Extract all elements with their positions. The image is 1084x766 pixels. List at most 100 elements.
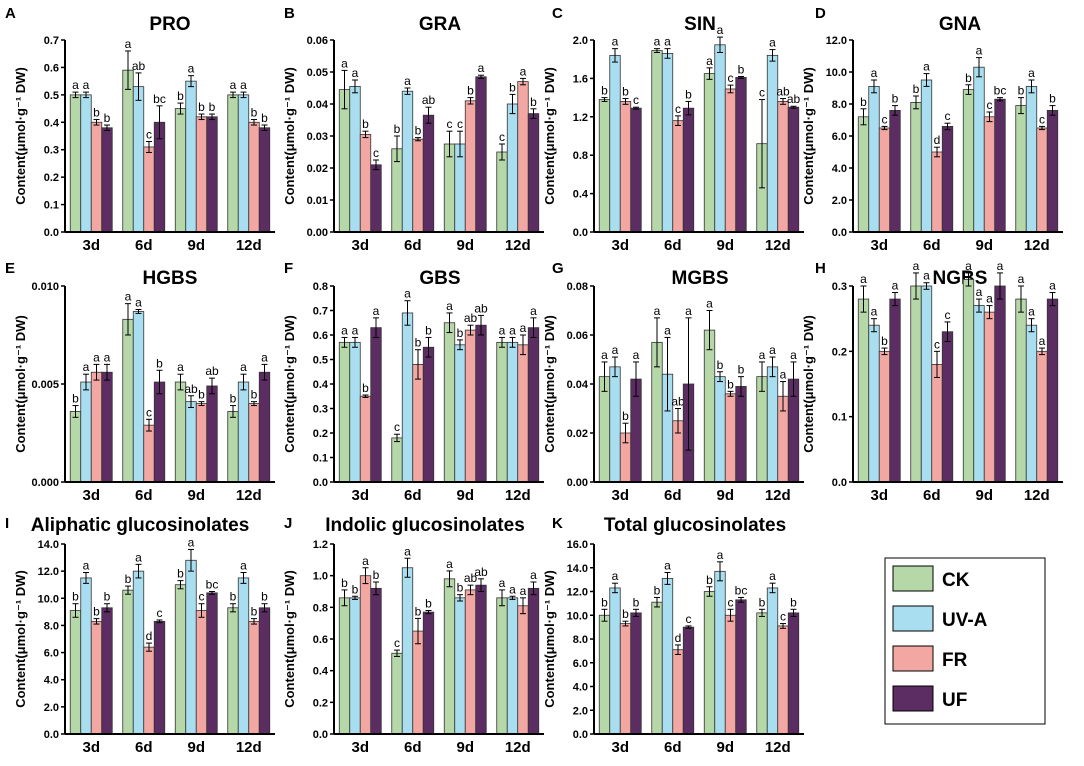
panel-letter: G (552, 260, 564, 277)
y-tick-label: 0.02 (567, 428, 588, 440)
bar-uf-12d (527, 113, 540, 233)
bar-uf-3d (889, 110, 901, 233)
significance-letter: b (622, 607, 629, 621)
y-tick-label: 0.8 (313, 602, 328, 614)
significance-letter: ab (132, 59, 146, 73)
significance-letter: b (125, 572, 132, 586)
significance-letter: a (520, 64, 527, 78)
bar-fr-9d (724, 614, 737, 735)
significance-letter: a (892, 279, 899, 293)
significance-letter: a (352, 323, 359, 337)
y-tick-label: 14.0 (38, 539, 59, 551)
bar-uva-9d (185, 559, 197, 735)
significance-letter: a (923, 60, 930, 74)
bar-fr-6d (672, 120, 684, 233)
bar-ck-3d (857, 298, 870, 483)
bar-ck-12d (496, 341, 508, 483)
y-tick-label: 0.4 (313, 666, 329, 678)
significance-letter: b (425, 323, 432, 337)
x-tick-label: 6d (404, 237, 422, 254)
significance-letter: a (530, 304, 537, 318)
panel-b: B GRA 0.00 0.01 0.02 0.03 0.04 0.05 0.06 Content(… (282, 5, 544, 254)
bar-fr-6d (931, 151, 943, 233)
bar-fr-9d (983, 116, 996, 233)
significance-letter: a (240, 559, 247, 573)
significance-letter: a (601, 348, 608, 362)
bar-ck-3d (338, 341, 351, 483)
x-tick-label: 6d (923, 237, 941, 254)
bar-ck-3d (857, 116, 870, 233)
bar-uf-6d (422, 611, 435, 735)
significance-letter: a (352, 66, 359, 80)
significance-letter: a (706, 54, 713, 68)
y-tick-label: 0.5 (44, 90, 59, 102)
significance-letter: c (945, 308, 951, 322)
x-tick-label: 3d (82, 487, 100, 504)
y-axis-label: Content(μmol·g⁻¹ DW) (542, 570, 557, 708)
bar-fr-6d (412, 138, 424, 233)
bar-uf-9d (994, 285, 1006, 483)
bar-uva-3d (349, 341, 361, 483)
bar-ck-6d (910, 285, 922, 483)
significance-letter: b (198, 388, 205, 402)
significance-letter: a (769, 569, 776, 583)
significance-letter: a (664, 323, 671, 337)
significance-letter: a (93, 350, 100, 364)
significance-letter: c (675, 102, 681, 116)
x-tick-label: 12d (1024, 487, 1050, 504)
bar-uf-3d (370, 327, 382, 483)
significance-letter: a (83, 78, 90, 92)
y-tick-label: 1.2 (313, 539, 328, 551)
significance-letter: c (882, 112, 888, 126)
y-tick-label: 0.6 (313, 634, 328, 646)
y-tick-label: 2.0 (573, 705, 588, 717)
bar-uva-12d (766, 587, 779, 735)
x-tick-label: 6d (664, 237, 682, 254)
bar-uva-6d (920, 79, 933, 233)
bar-ck-6d (122, 69, 134, 233)
significance-letter: b (601, 84, 608, 98)
significance-letter: a (520, 584, 527, 598)
legend: CK UV-A FR UF (884, 557, 1046, 725)
x-tick-label: 6d (404, 739, 422, 756)
significance-letter: a (230, 78, 237, 92)
panel-title: HGBS (143, 268, 198, 289)
significance-letter: b (341, 576, 348, 590)
significance-letter: a (976, 44, 983, 58)
bar-ck-6d (122, 318, 134, 483)
bar-ck-6d (391, 652, 403, 735)
significance-letter: b (362, 381, 369, 395)
panel-title: GRA (419, 14, 462, 35)
bar-uva-9d (454, 344, 466, 483)
significance-letter: b (251, 106, 258, 120)
bar-fr-9d (983, 311, 996, 483)
y-tick-label: 0.06 (567, 330, 588, 342)
y-tick-label: 0.06 (307, 35, 328, 47)
panel-letter: H (815, 260, 826, 277)
significance-letter: a (499, 323, 506, 337)
y-tick-label: 0.0 (832, 227, 847, 239)
panel-title: PRO (149, 14, 190, 35)
bar-fr-12d (517, 344, 529, 483)
bar-uf-9d (206, 116, 218, 233)
bar-uva-9d (714, 376, 726, 483)
bar-fr-6d (143, 424, 155, 483)
x-tick-label: 9d (456, 487, 474, 504)
bar-uf-12d (258, 607, 271, 735)
significance-letter: a (769, 36, 776, 50)
panel-a: A PRO 0.0 0.1 0.2 0.3 0.4 0.5 0.6 0.7 Content(μmol… (5, 5, 275, 254)
y-tick-label: 0.2 (313, 697, 328, 709)
bar-uva-6d (132, 86, 145, 233)
significance-letter: b (198, 100, 205, 114)
significance-letter: a (759, 348, 766, 362)
bar-uf-6d (941, 126, 954, 233)
significance-letter: b (104, 590, 111, 604)
bar-ck-9d (174, 584, 187, 735)
bar-fr-9d (195, 116, 208, 233)
x-tick-label: 9d (187, 487, 205, 504)
bar-ck-12d (227, 94, 239, 233)
bar-uva-12d (237, 381, 250, 483)
x-tick-label: 6d (135, 739, 153, 756)
y-tick-label: 6.0 (573, 658, 588, 670)
